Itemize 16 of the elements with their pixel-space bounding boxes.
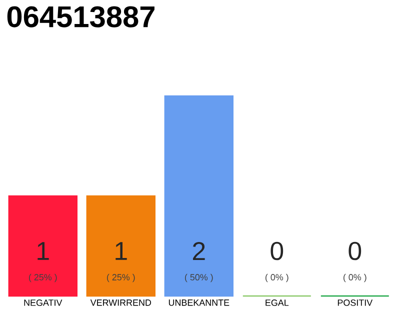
data-label: 1 xyxy=(116,242,127,260)
chart-title: 064513887 xyxy=(7,6,154,28)
x-tick-label: POSITIV xyxy=(338,300,373,306)
x-tick-label: EGAL xyxy=(266,300,289,306)
data-label: 0 xyxy=(348,242,362,260)
annotation: ( 0% ) xyxy=(344,274,366,282)
data-label: 2 xyxy=(192,242,205,260)
data-label: 1 xyxy=(38,242,49,260)
data-label: 0 xyxy=(270,242,284,260)
annotation: ( 50% ) xyxy=(185,274,213,282)
annotation: ( 25% ) xyxy=(29,274,57,282)
annotation: ( 0% ) xyxy=(266,274,288,282)
x-tick-label: NEGATIV xyxy=(24,300,62,306)
x-tick-label: VERWIRREND xyxy=(90,300,152,306)
x-tick-label: UNBEKANNTE xyxy=(168,300,230,306)
annotation: ( 25% ) xyxy=(107,274,135,282)
